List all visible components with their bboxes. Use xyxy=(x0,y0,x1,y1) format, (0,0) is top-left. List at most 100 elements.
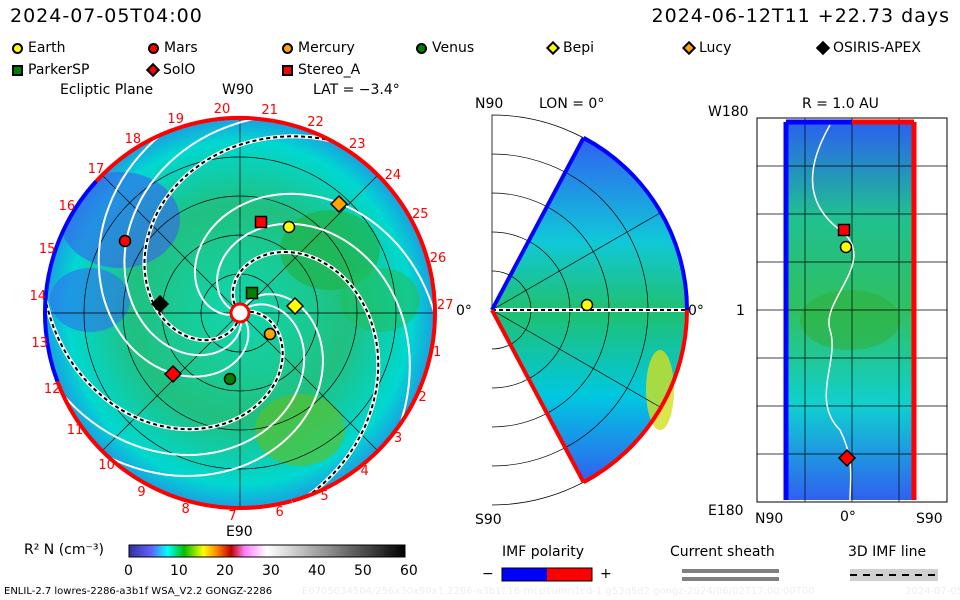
lat-label: LAT = −3.4° xyxy=(313,82,400,98)
colorbar-tick: 20 xyxy=(216,563,234,579)
legend-bepi: Bepi xyxy=(545,40,594,56)
day-label: 16 xyxy=(58,199,76,215)
radial-map-panel xyxy=(756,117,948,503)
circle-marker-icon xyxy=(148,42,159,54)
circle-marker-icon xyxy=(282,42,293,54)
legend-label: Mars xyxy=(164,40,198,56)
legend-label: Stereo_A xyxy=(298,62,361,78)
legend-label: Earth xyxy=(28,40,66,56)
w90-label: W90 xyxy=(222,82,254,98)
day-label: 18 xyxy=(124,132,142,148)
day-label: 12 xyxy=(43,381,61,397)
s90-label: S90 xyxy=(475,512,502,528)
earth-marker xyxy=(839,240,853,254)
day-label: 14 xyxy=(29,288,47,304)
day-label: 15 xyxy=(38,242,56,258)
legend-solo: SolO xyxy=(145,62,195,78)
legend-earth: Earth xyxy=(12,40,66,56)
legend-venus: Venus xyxy=(416,40,474,56)
colorbar-tick: 0 xyxy=(124,563,133,579)
circle-marker-icon xyxy=(12,42,23,54)
legend-label: Mercury xyxy=(298,40,355,56)
bepi-marker xyxy=(285,296,305,316)
day-label: 6 xyxy=(275,504,284,520)
osiris-apex-marker xyxy=(150,294,170,314)
current-sheath-swatch xyxy=(682,569,779,573)
diamond-marker-icon xyxy=(545,40,561,56)
e90-label: E90 xyxy=(226,524,253,540)
day-label: 7 xyxy=(228,508,237,524)
imf-plus: + xyxy=(600,566,612,582)
legend-mercury: Mercury xyxy=(282,40,355,56)
day-label: 23 xyxy=(349,137,366,153)
diamond-marker-icon xyxy=(815,40,831,56)
run-info: E0705034504/256x30x90x1.2286-a3b1f.16-mc… xyxy=(302,586,815,597)
ecliptic-title: Ecliptic Plane xyxy=(60,82,154,98)
colorbar-tick: 40 xyxy=(308,563,326,579)
diamond-marker-icon xyxy=(681,40,697,56)
radius-label: R = 1.0 AU xyxy=(802,96,879,112)
meridional-0-label: 0° xyxy=(688,303,704,319)
day-label: 5 xyxy=(320,489,329,505)
colorbar-tick: 50 xyxy=(354,563,372,579)
radial-x-n90: N90 xyxy=(755,511,784,527)
day-label: 26 xyxy=(429,250,447,266)
mars-marker xyxy=(118,234,132,248)
legend-stereo_a: Stereo_A xyxy=(282,62,360,78)
run-date: 2024-07-05 xyxy=(905,586,960,597)
lucy-marker xyxy=(329,194,349,214)
model-info: ENLIL-2.7 lowres-2286-a3b1f WSA_V2.2 GON… xyxy=(4,586,273,597)
imf-minus: − xyxy=(482,566,494,582)
imf-line-label: 3D IMF line xyxy=(848,544,927,560)
solo-marker xyxy=(837,448,857,468)
stereo_a-marker xyxy=(254,215,268,229)
colorbar-tick: 10 xyxy=(170,563,188,579)
square-marker-icon xyxy=(282,64,293,76)
model-time: 2024-06-12T11 +22.73 days xyxy=(651,5,950,27)
imf-negative-swatch xyxy=(502,568,547,581)
legend-parkersp: ParkerSP xyxy=(12,62,89,78)
legend-label: Lucy xyxy=(699,40,732,56)
legend-lucy: Lucy xyxy=(681,40,732,56)
day-label: 9 xyxy=(137,485,146,501)
earth-marker xyxy=(282,220,296,234)
meridional-panel xyxy=(490,114,689,506)
day-label: 17 xyxy=(87,161,105,177)
day-label: 8 xyxy=(181,502,190,518)
circle-marker-icon xyxy=(416,42,427,54)
density-colorbar xyxy=(128,544,406,558)
colorbar-label: R² N (cm⁻³) xyxy=(24,542,104,558)
day-label: 27 xyxy=(436,297,454,313)
colorbar-tick: 60 xyxy=(400,563,418,579)
legend-osiris-apex: OSIRIS-APEX xyxy=(815,40,921,56)
day-label: 10 xyxy=(98,458,115,474)
lon-label: LON = 0° xyxy=(539,96,605,112)
w180-label: W180 xyxy=(708,104,749,120)
sun-icon xyxy=(229,302,251,324)
ecliptic-0-label: 0° xyxy=(456,303,472,319)
venus-marker xyxy=(223,372,237,386)
ecliptic-plane-panel xyxy=(43,116,437,510)
day-label: 2 xyxy=(418,390,427,406)
day-label: 19 xyxy=(167,111,184,127)
parkersp-marker xyxy=(245,286,259,300)
day-label: 21 xyxy=(261,102,278,118)
radial-mid-label: 1 xyxy=(736,303,745,319)
day-label: 4 xyxy=(360,464,369,480)
day-label: 20 xyxy=(213,101,231,117)
stereo_a-marker xyxy=(837,223,851,237)
day-label: 13 xyxy=(31,335,48,351)
day-label: 3 xyxy=(393,430,403,446)
legend-label: Bepi xyxy=(563,40,594,56)
colorbar-tick: 30 xyxy=(262,563,280,579)
e180-label: E180 xyxy=(708,503,744,519)
day-label: 11 xyxy=(66,423,84,439)
radial-x-0: 0° xyxy=(840,509,856,525)
n90-label: N90 xyxy=(475,96,504,112)
mercury-marker xyxy=(263,327,277,341)
current-sheath-label: Current sheath xyxy=(670,544,775,560)
diamond-marker-icon xyxy=(145,62,161,78)
day-label: 24 xyxy=(384,168,402,184)
